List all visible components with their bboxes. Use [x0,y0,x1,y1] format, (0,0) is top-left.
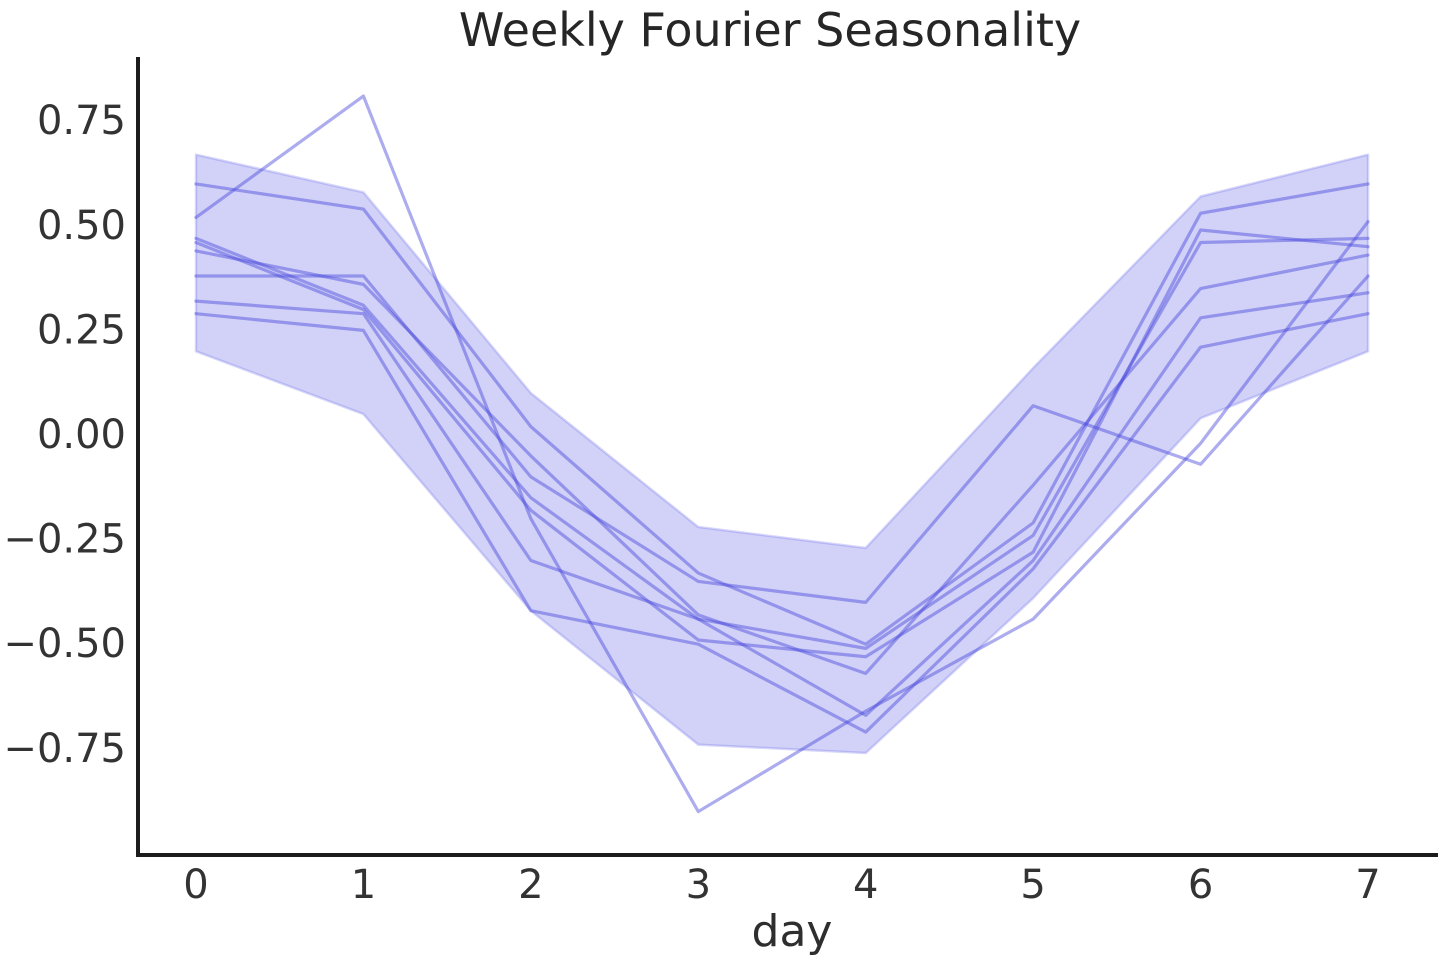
series-line-sample-3 [194,236,1370,650]
series-line-sample-2 [194,182,1370,646]
x-tick-label: 6 [1188,862,1213,908]
x-axis-label: day [752,906,833,957]
y-tick-label: 0.75 [37,98,126,144]
y-tick-label: 0.25 [37,307,126,353]
series-line-sample-8 [194,312,1370,734]
axes-spines [136,57,1438,857]
chart-title: Weekly Fourier Seasonality [459,3,1081,57]
x-tick-label: 4 [853,862,878,908]
x-tick-label: 0 [183,862,208,908]
x-tick-label: 5 [1020,862,1045,908]
y-tick-label: 0.00 [37,412,126,458]
x-tick-label: 1 [351,862,376,908]
x-tick-label: 2 [518,862,543,908]
x-tick-label: 3 [686,862,711,908]
x-tick-label: 7 [1355,862,1380,908]
tick-labels: 0.75 0.50 0.25 0.00 −0.25 −0.50 −0.75 0 1 2 3 4 5 6 7 [3,98,1380,908]
series-line-sample-6 [194,274,1370,604]
plot-area [194,94,1370,814]
y-tick-label: −0.25 [3,517,126,563]
uncertainty-band [194,153,1370,755]
series-line-sample-5 [194,249,1370,676]
y-tick-label: 0.50 [37,203,126,249]
y-tick-label: −0.75 [3,726,126,772]
series-line-sample-4 [194,228,1370,659]
series-line-sample-1 [194,94,1370,814]
y-tick-label: −0.50 [3,621,126,667]
series-line-sample-7 [194,291,1370,717]
